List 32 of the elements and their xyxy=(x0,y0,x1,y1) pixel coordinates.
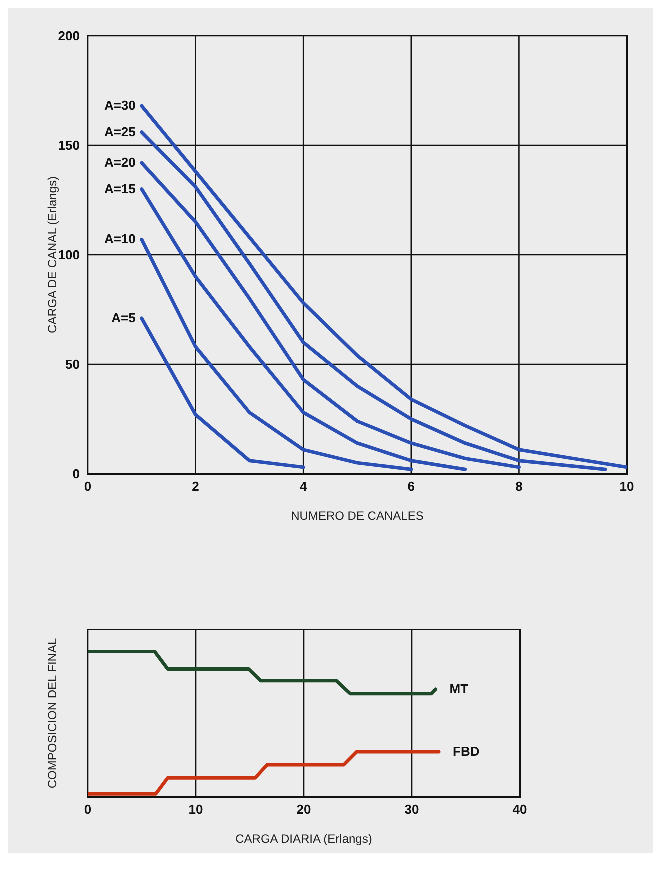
line-series xyxy=(140,316,306,470)
x-tick-label: 4 xyxy=(300,479,308,494)
series-label: FBD xyxy=(453,744,480,759)
series-label: A=5 xyxy=(112,310,136,326)
x-tick-label: 0 xyxy=(84,479,92,494)
y-tick-label: 150 xyxy=(58,138,80,154)
x-tick-label: 8 xyxy=(516,479,523,494)
y-tick-label: 50 xyxy=(66,357,80,372)
x-tick-label: 10 xyxy=(620,479,634,494)
x-tick-label: 20 xyxy=(296,802,312,818)
y-tick-label: 200 xyxy=(58,28,80,44)
x-axis-title: NUMERO DE CANALES xyxy=(291,509,424,523)
y-axis-title: COMPOSICION DEL FINAL xyxy=(45,638,60,789)
series-label: MT xyxy=(450,682,469,697)
series-label: A=10 xyxy=(104,232,136,247)
x-tick-label: 6 xyxy=(408,479,416,494)
x-tick-label: 30 xyxy=(404,802,420,818)
x-axis-title: CARGA DIARIA (Erlangs) xyxy=(236,832,372,846)
y-tick-label: 100 xyxy=(58,248,80,263)
x-tick-label: 2 xyxy=(192,479,200,494)
series-label: A=15 xyxy=(104,181,136,196)
x-tick-label: 10 xyxy=(188,802,204,818)
line-series xyxy=(140,238,414,472)
series-label: A=30 xyxy=(104,98,136,114)
x-tick-label: 40 xyxy=(512,802,528,818)
series-label: A=20 xyxy=(104,155,136,170)
line-series xyxy=(140,161,521,470)
series-label: A=25 xyxy=(104,124,136,140)
x-tick-label: 0 xyxy=(84,802,92,818)
y-axis-title: CARGA DE CANAL (Erlangs) xyxy=(45,176,60,334)
line-series xyxy=(140,188,468,472)
y-tick-label: 0 xyxy=(72,466,80,482)
